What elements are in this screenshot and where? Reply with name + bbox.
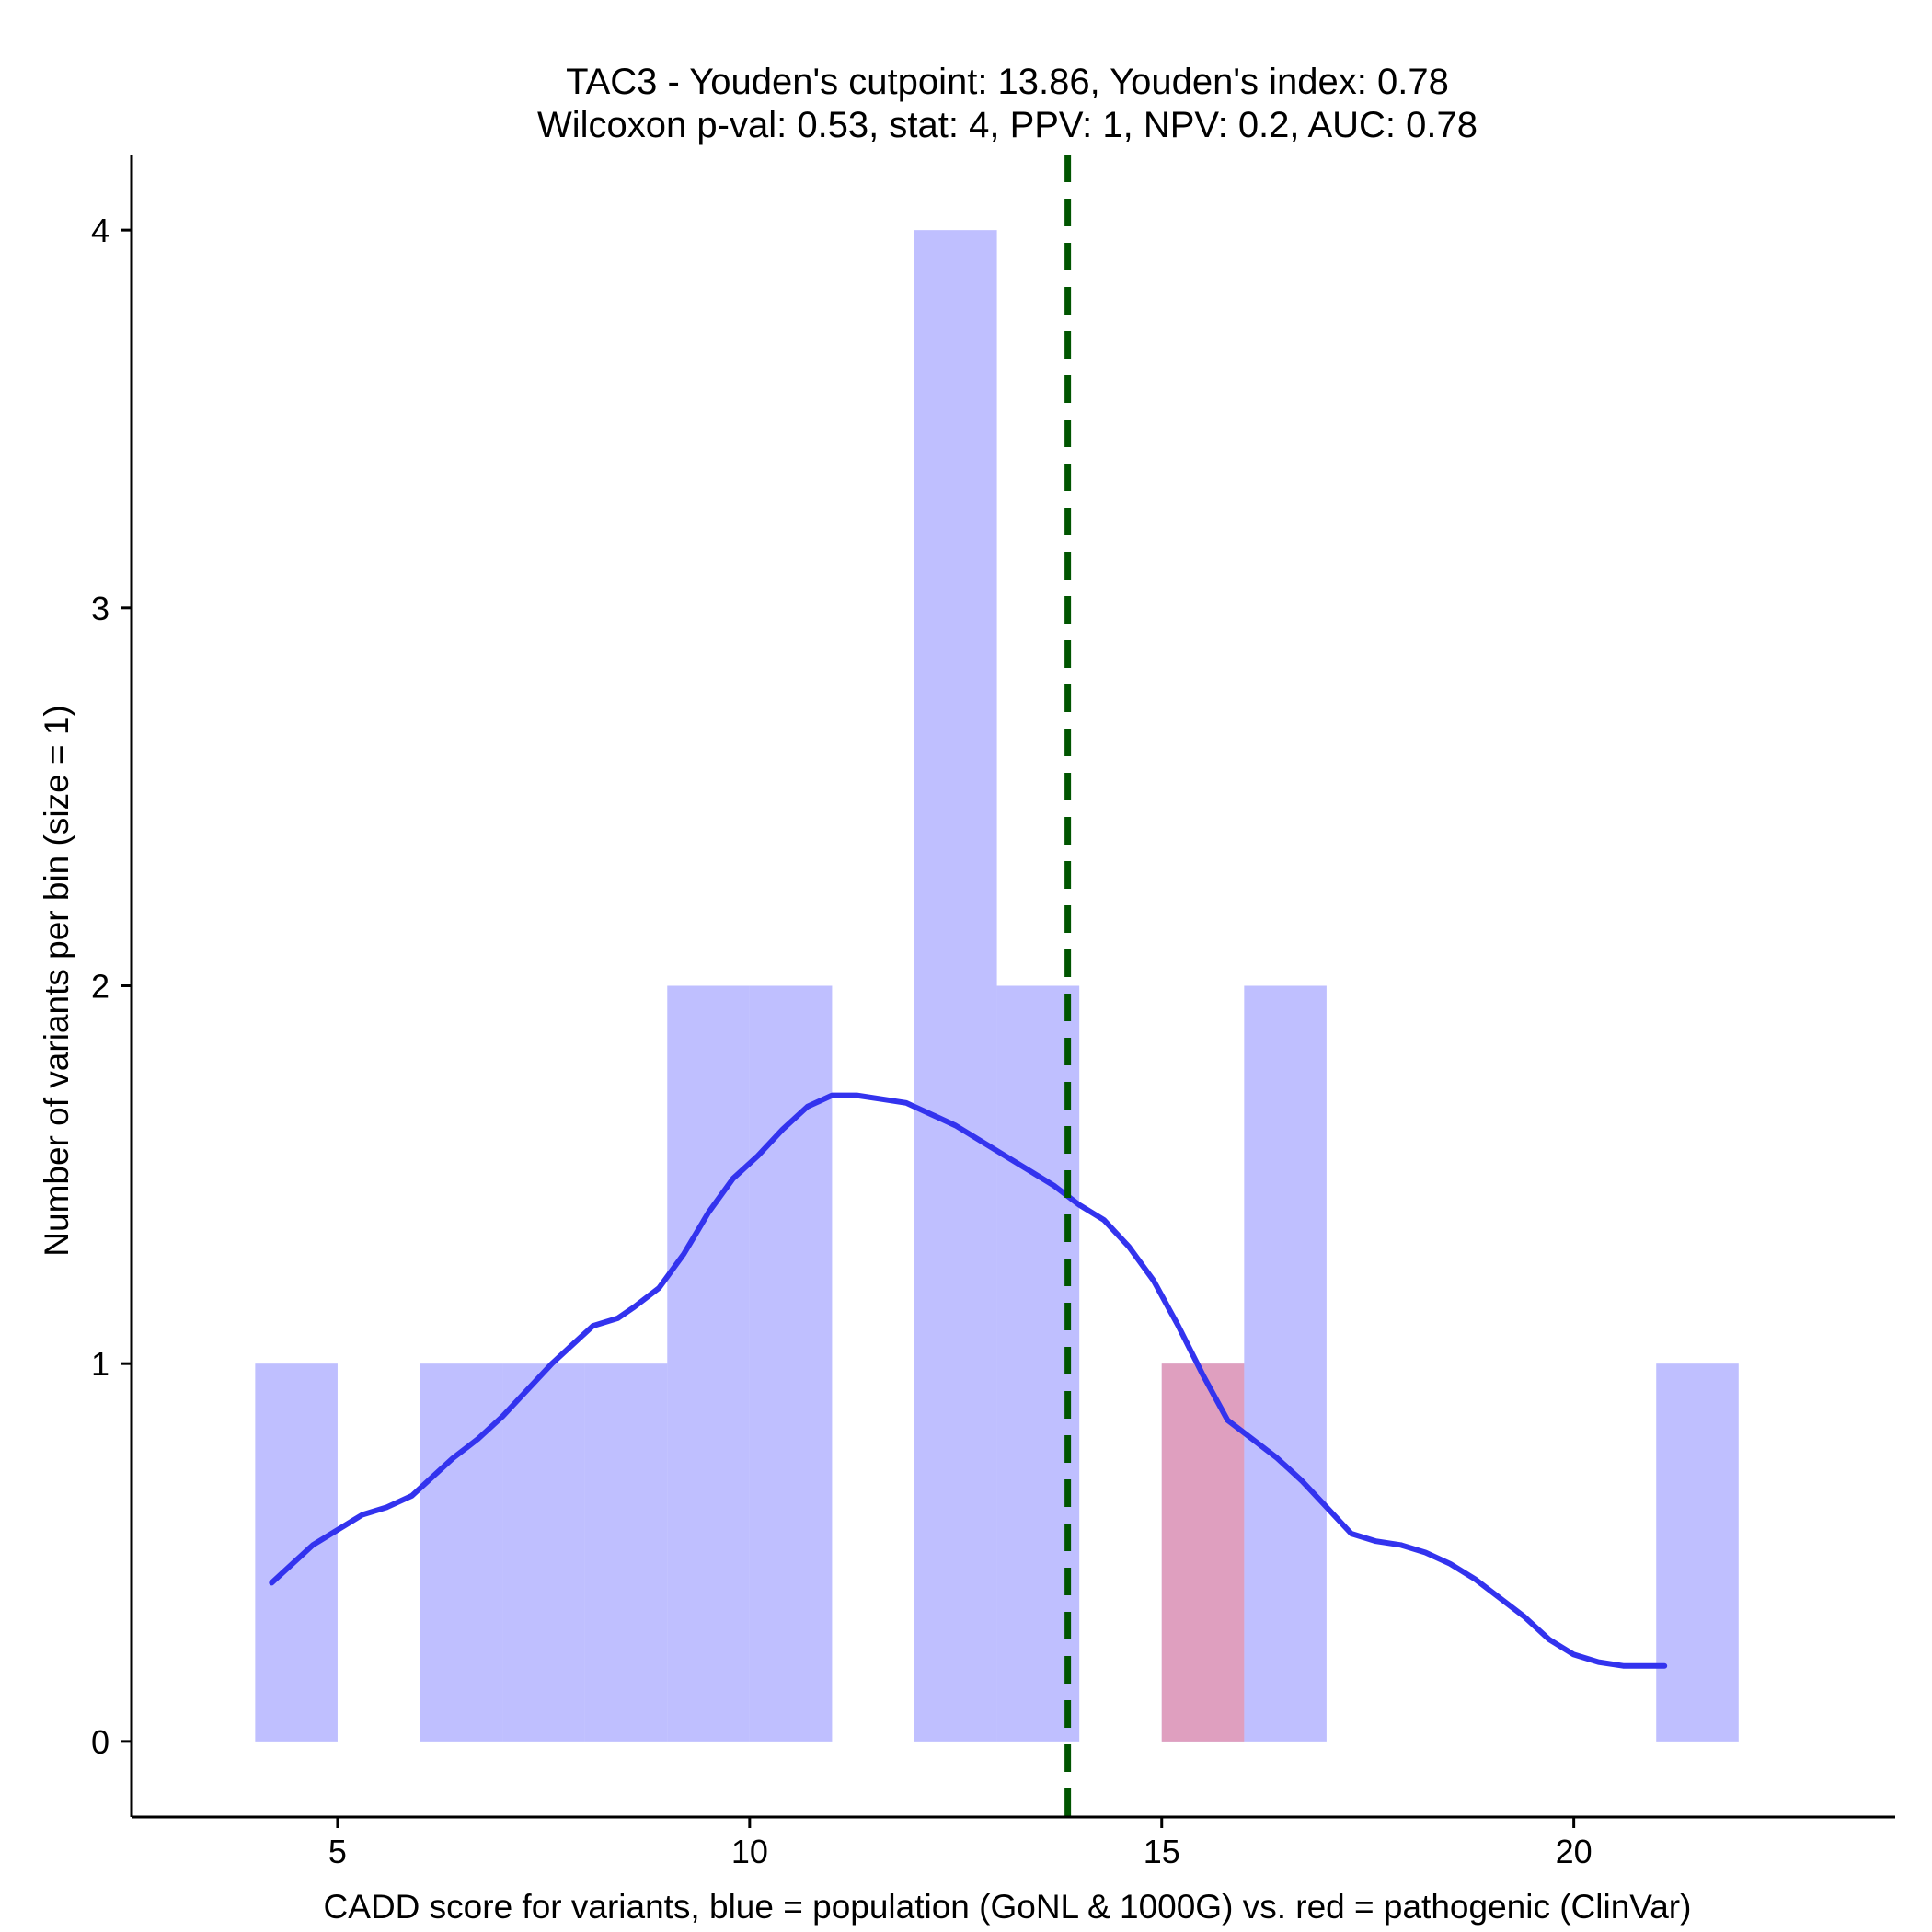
bar-population-6 <box>420 1363 503 1742</box>
density-layer <box>269 1092 1668 1669</box>
bar-population-12 <box>914 230 997 1742</box>
x-tick-label-10: 10 <box>731 1833 768 1870</box>
ticks-layer: 5 10 15 20 0 1 2 3 4 <box>91 212 1593 1870</box>
chart-subtitle: Wilcoxon p-val: 0.53, stat: 4, PPV: 1, N… <box>537 105 1478 145</box>
y-tick-label-4: 4 <box>91 212 109 249</box>
density-curve <box>269 1092 1668 1669</box>
bar-population-21 <box>1656 1363 1739 1742</box>
bar-population-8 <box>584 1363 668 1742</box>
chart-title: TAC3 - Youden's cutpoint: 13.86, Youden'… <box>566 62 1449 102</box>
y-tick-label-2: 2 <box>91 968 109 1006</box>
x-axis-title: CADD score for variants, blue = populati… <box>324 1888 1692 1926</box>
bar-population-10 <box>749 985 833 1742</box>
bar-population-4 <box>255 1363 338 1742</box>
y-tick-label-0: 0 <box>91 1723 109 1761</box>
y-tick-label-1: 1 <box>91 1345 109 1383</box>
bar-population-7 <box>502 1363 585 1742</box>
y-axis-title: Number of variants per bin (size = 1) <box>38 705 75 1256</box>
bar-population-9 <box>667 985 750 1742</box>
x-tick-label-20: 20 <box>1556 1833 1593 1870</box>
bar-population-16 <box>1244 985 1327 1742</box>
bar-pathogenic-15 <box>1161 1363 1245 1742</box>
y-tick-label-3: 3 <box>91 590 109 627</box>
x-tick-label-15: 15 <box>1144 1833 1180 1870</box>
bars-layer <box>255 230 1739 1742</box>
x-tick-label-5: 5 <box>328 1833 347 1870</box>
